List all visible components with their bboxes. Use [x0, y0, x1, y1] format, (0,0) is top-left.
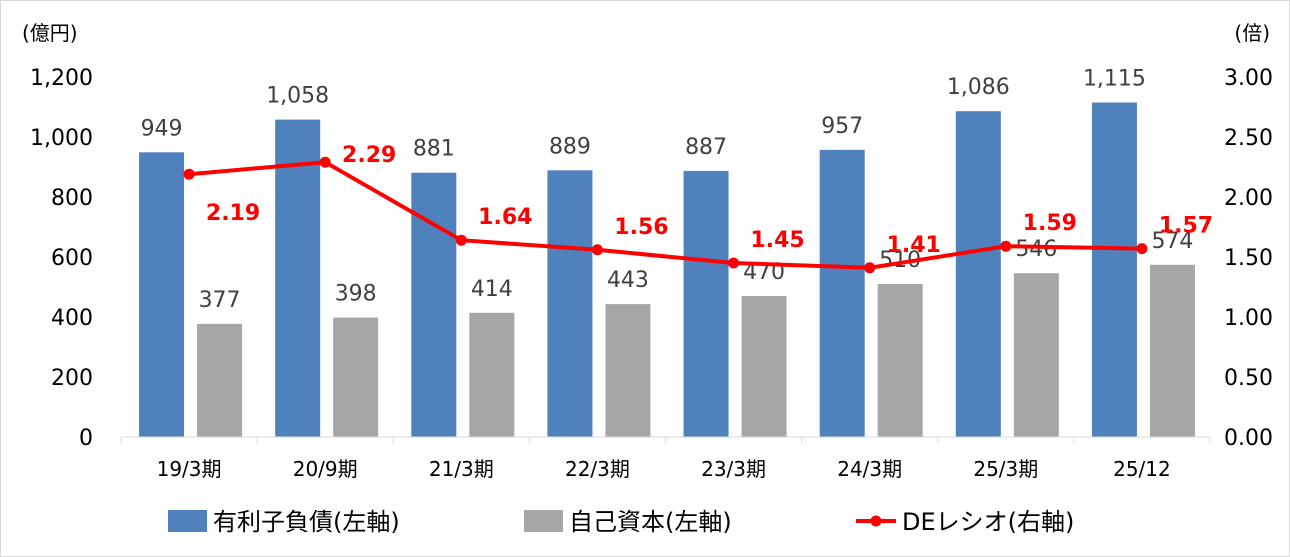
right-tick-label: 0.00: [1224, 426, 1273, 451]
equity-bar: [469, 312, 515, 437]
debt-bar-label: 949: [141, 116, 183, 141]
de-ratio-label: 1.41: [887, 233, 941, 258]
debt-bar: [275, 119, 321, 437]
debt-bar-label: 957: [821, 114, 863, 139]
debt-bar: [411, 172, 457, 437]
debt-bar: [955, 111, 1001, 437]
equity-bar: [333, 317, 379, 437]
debt-bar-label: 887: [685, 135, 727, 160]
debt-bar: [683, 170, 729, 437]
de-ratio-label: 2.29: [342, 143, 396, 168]
equity-bar-label: 377: [199, 288, 241, 313]
de-ratio-label: 1.45: [750, 228, 804, 253]
category-label: 22/3期: [565, 457, 630, 481]
legend-label-equity: 自己資本(左軸): [569, 508, 732, 536]
de-ratio-point: [183, 168, 195, 180]
debt-bar-label: 1,058: [266, 84, 329, 109]
de-ratio-point: [455, 234, 467, 246]
category-label: 24/3期: [837, 457, 902, 481]
debt-bar-label: 1,115: [1083, 67, 1146, 92]
category-label: 23/3期: [701, 457, 766, 481]
category-label: 21/3期: [429, 457, 494, 481]
category-label: 20/9期: [293, 457, 358, 481]
right-tick-label: 3.00: [1224, 66, 1273, 91]
right-tick-label: 2.00: [1224, 186, 1273, 211]
left-tick-label: 200: [51, 366, 93, 391]
debt-bar: [819, 149, 865, 437]
de-ratio-point: [319, 156, 331, 168]
right-tick-label: 2.50: [1224, 126, 1273, 151]
equity-bar: [877, 284, 923, 437]
de-ratio-line: [188, 160, 1142, 270]
legend-label-de: DEレシオ(右軸): [902, 508, 1074, 536]
equity-bar-label: 574: [1151, 229, 1193, 254]
category-label: 25/12: [1113, 457, 1171, 481]
equity-bar: [1149, 264, 1195, 437]
de-ratio-point: [1000, 240, 1012, 252]
left-tick-label: 1,200: [30, 66, 93, 91]
de-ratio-label: 1.57: [1159, 214, 1213, 239]
de-ratio-label: 1.56: [614, 215, 668, 240]
right-tick-label: 1.00: [1224, 306, 1273, 331]
debt-bar: [1091, 102, 1137, 437]
equity-bar-label: 414: [471, 277, 513, 302]
equity-bar: [605, 304, 651, 437]
right-tick-label: 1.50: [1224, 246, 1273, 271]
right-axis-unit: (倍): [1234, 21, 1270, 45]
category-label: 19/3期: [157, 457, 222, 481]
left-tick-label: 800: [51, 186, 93, 211]
equity-bar: [197, 323, 243, 437]
left-tick-label: 1,000: [30, 126, 93, 151]
debt-bar: [139, 152, 185, 438]
de-ratio-point: [864, 262, 876, 274]
legend-marker-de: [870, 515, 882, 527]
de-ratio-label: 1.59: [1023, 211, 1077, 236]
equity-bar-label: 546: [1015, 237, 1057, 262]
category-label: 25/3期: [973, 457, 1038, 481]
de-ratio-point: [728, 257, 740, 269]
left-axis-unit: (億円): [22, 21, 78, 45]
de-ratio-point: [591, 244, 603, 256]
equity-bar: [741, 296, 787, 437]
left-tick-label: 400: [51, 306, 93, 331]
de-ratio-label: 1.64: [478, 205, 532, 230]
right-tick-label: 0.50: [1224, 366, 1273, 391]
legend-label-debt: 有利子負債(左軸): [213, 508, 400, 536]
left-tick-label: 600: [51, 246, 93, 271]
de-ratio-point: [1136, 243, 1148, 255]
debt-bar-label: 881: [413, 137, 455, 162]
debt-bar-label: 1,086: [947, 75, 1010, 100]
equity-bar-label: 398: [335, 282, 377, 307]
equity-bar: [1013, 273, 1059, 437]
left-tick-label: 0: [79, 426, 93, 451]
equity-bar-label: 443: [607, 268, 649, 293]
debt-bar: [547, 170, 593, 438]
legend-swatch-equity: [524, 510, 563, 532]
debt-bar-label: 889: [549, 134, 591, 159]
de-ratio-label: 2.19: [206, 201, 260, 226]
legend-swatch-debt: [168, 510, 207, 532]
